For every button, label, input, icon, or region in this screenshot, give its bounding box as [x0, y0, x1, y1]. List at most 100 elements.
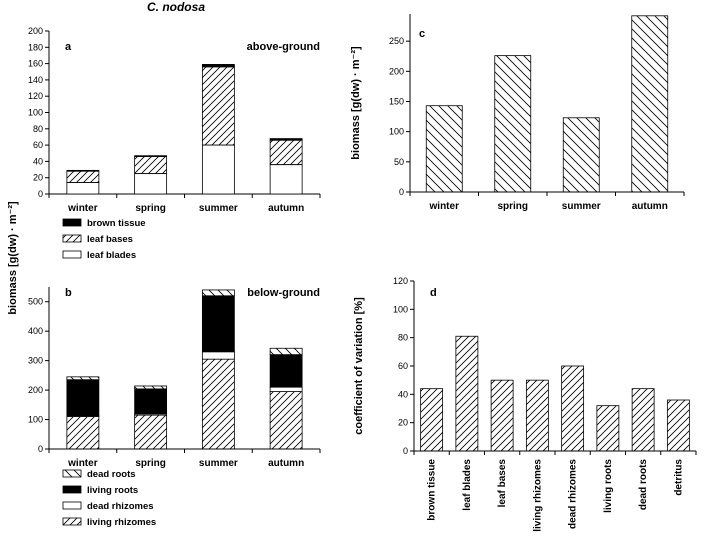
y-tick-label: 300 — [28, 356, 43, 366]
panel-label: a — [65, 41, 72, 53]
legend-label-living-rhizomes: living rhizomes — [87, 517, 156, 528]
y-tick-label: 0 — [38, 189, 43, 199]
panel-label: c — [419, 28, 425, 40]
bar-dead-roots-autumn — [269, 347, 303, 356]
y-tick-label: 500 — [28, 297, 43, 307]
bar-value-leaf-blades — [455, 335, 479, 452]
legend-swatch-leaf-bases — [62, 234, 82, 243]
legend-swatch-leaf-blades — [62, 250, 82, 259]
x-tick-label: summer — [199, 458, 238, 469]
x-tick-label: summer — [199, 203, 238, 214]
bar-living-rhizomes-winter — [66, 416, 100, 450]
x-tick-label: summer — [562, 201, 601, 212]
y-tick-label: 150 — [389, 96, 404, 106]
x-tick-label: dead roots — [638, 459, 649, 511]
x-tick-label: winter — [429, 201, 460, 212]
y-tick-label: 60 — [33, 140, 43, 150]
bar-living-roots-autumn — [269, 354, 303, 388]
y-tick-label: 40 — [33, 156, 43, 166]
y-tick-label: 160 — [28, 59, 43, 69]
bar-value-summer — [562, 117, 600, 193]
chart-panel-b: 0 100 200 300 400 500 winter spring summer autumn… — [28, 287, 321, 528]
legend-label-brown-tissue: brown tissue — [87, 218, 146, 229]
y-tick-label: 0 — [38, 444, 43, 454]
y-tick-label: 250 — [389, 36, 404, 46]
bar-leaf-blades-winter — [66, 182, 100, 195]
x-tick-label: brown tissue — [427, 459, 438, 521]
bar-living-rhizomes-autumn — [269, 391, 303, 450]
legend-swatch-living-rhizomes — [62, 517, 82, 526]
y-tick-label: 120 — [393, 276, 408, 286]
bar-value-winter — [425, 105, 463, 193]
y-tick-label: 60 — [398, 361, 408, 371]
y-tick-label: 50 — [394, 157, 404, 167]
y-tick-label: 100 — [28, 415, 43, 425]
y-axis-label: biomass [g(dw) · m⁻²] — [350, 46, 362, 160]
bar-value-dead-rhizomes — [561, 365, 585, 452]
bar-leaf-blades-spring — [134, 173, 168, 195]
bar-value-detritus — [666, 399, 690, 452]
bar-leaf-bases-spring — [134, 156, 168, 175]
bar-living-roots-spring — [134, 388, 168, 415]
bar-living-roots-summer — [201, 295, 235, 353]
legend-label-living-roots: living roots — [87, 485, 138, 496]
y-tick-label: 80 — [33, 124, 43, 134]
bar-dead-roots-spring — [134, 385, 168, 390]
bar-dead-roots-summer — [201, 289, 235, 297]
bar-value-autumn — [631, 15, 669, 193]
x-tick-label: leaf blades — [462, 459, 473, 511]
legend-swatch-brown-tissue — [62, 218, 82, 227]
bar-living-roots-winter — [66, 379, 100, 417]
legend-swatch-dead-roots — [62, 469, 82, 478]
bar-value-living-roots — [596, 405, 620, 452]
chart-panel-c: 0 50 100 150 200 250 winter spring summer autumn c… — [350, 14, 685, 212]
bar-living-rhizomes-summer — [201, 358, 235, 450]
y-tick-label: 0 — [403, 446, 408, 456]
y-tick-label: 400 — [28, 326, 43, 336]
y-axis-label-shared: biomass [g(dw) · m⁻²] — [7, 201, 19, 315]
bar-dead-rhizomes-summer — [201, 351, 235, 360]
panel-subtitle: below-ground — [247, 287, 320, 299]
bar-value-living-rhizomes — [525, 379, 549, 452]
x-tick-label: living roots — [603, 459, 614, 513]
bar-value-brown-tissue — [420, 388, 444, 452]
y-tick-label: 20 — [33, 173, 43, 183]
legend-label-dead-rhizomes: dead rhizomes — [87, 501, 154, 512]
y-tick-label: 40 — [398, 389, 408, 399]
panel-subtitle: above-ground — [247, 41, 320, 53]
x-tick-label: autumn — [268, 203, 304, 214]
x-tick-label: detritus — [673, 459, 684, 496]
legend-swatch-living-roots — [62, 485, 82, 494]
bar-brown-tissue-autumn — [269, 138, 303, 141]
y-axis-label: coefficient of variation [%] — [353, 297, 365, 435]
x-tick-label: living rhizomes — [532, 459, 543, 532]
bar-value-leaf-bases — [490, 379, 514, 452]
bar-leaf-bases-winter — [66, 170, 100, 183]
x-tick-label: spring — [497, 201, 528, 212]
chart-panel-d: 0 20 40 60 80 100 120 brown tissue leaf blades le… — [353, 276, 697, 532]
x-tick-label: autumn — [632, 201, 668, 212]
bar-brown-tissue-spring — [134, 155, 168, 157]
y-tick-label: 20 — [398, 418, 408, 428]
bar-leaf-bases-autumn — [269, 139, 303, 166]
chart-panel-a: 0 20 40 60 80 100 120 140 160 180 200 winter spring s… — [28, 26, 321, 261]
x-tick-label: leaf bases — [497, 459, 508, 508]
bar-dead-rhizomes-autumn — [269, 386, 303, 392]
figure-title: C. nodosa — [147, 0, 205, 14]
y-tick-label: 200 — [28, 26, 43, 36]
legend-label-dead-roots: dead roots — [87, 469, 136, 480]
y-tick-label: 80 — [398, 333, 408, 343]
y-tick-label: 100 — [389, 127, 404, 137]
x-tick-label: spring — [135, 458, 166, 469]
bar-value-spring — [494, 55, 532, 193]
bar-brown-tissue-summer — [201, 64, 235, 68]
y-tick-label: 200 — [28, 385, 43, 395]
y-tick-label: 180 — [28, 42, 43, 52]
bar-leaf-blades-summer — [201, 144, 235, 195]
x-tick-label: winter — [67, 458, 98, 469]
x-tick-label: autumn — [268, 458, 304, 469]
y-tick-label: 120 — [28, 91, 43, 101]
bar-value-dead-roots — [631, 388, 655, 452]
legend-label-leaf-blades: leaf blades — [87, 250, 136, 261]
x-tick-label: dead rhizomes — [568, 459, 579, 529]
